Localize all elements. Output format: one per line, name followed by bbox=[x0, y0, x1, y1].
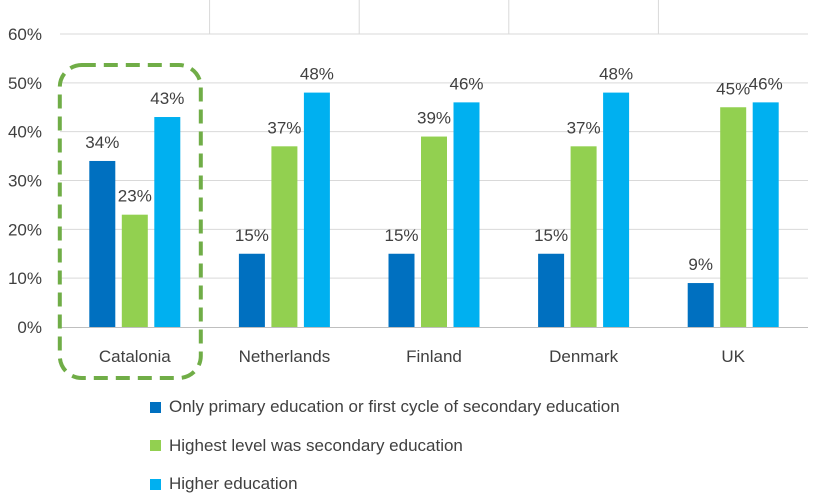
data-label: 37% bbox=[567, 118, 601, 137]
bar bbox=[687, 283, 714, 327]
data-label: 43% bbox=[150, 89, 184, 108]
legend-swatch-secondary bbox=[150, 440, 161, 452]
data-label: 48% bbox=[300, 65, 334, 84]
x-category-label: Netherlands bbox=[239, 347, 331, 366]
legend-label-higher: Higher education bbox=[169, 474, 298, 494]
data-label: 46% bbox=[749, 74, 783, 93]
bar bbox=[570, 146, 597, 327]
y-tick-label: 20% bbox=[8, 220, 42, 239]
data-label: 15% bbox=[235, 226, 269, 245]
x-category-label: Catalonia bbox=[99, 347, 171, 366]
data-label: 45% bbox=[716, 79, 750, 98]
chart-legend: Only primary education or first cycle of… bbox=[150, 388, 620, 504]
bar bbox=[271, 146, 298, 327]
y-tick-label: 30% bbox=[8, 172, 42, 191]
bar bbox=[453, 102, 480, 327]
legend-label-secondary: Highest level was secondary education bbox=[169, 435, 463, 455]
bar bbox=[303, 92, 330, 327]
bar bbox=[603, 92, 630, 327]
legend-label-primary: Only primary education or first cycle of… bbox=[169, 397, 620, 417]
x-category-label: Denmark bbox=[549, 347, 618, 366]
y-tick-label: 50% bbox=[8, 74, 42, 93]
legend-item-secondary: Highest level was secondary education bbox=[150, 427, 620, 466]
data-label: 37% bbox=[267, 118, 301, 137]
data-label: 39% bbox=[417, 109, 451, 128]
legend-swatch-higher bbox=[150, 478, 161, 490]
y-tick-label: 60% bbox=[8, 25, 42, 44]
data-label: 34% bbox=[85, 133, 119, 152]
bar bbox=[89, 160, 116, 327]
data-label: 48% bbox=[599, 65, 633, 84]
y-tick-label: 40% bbox=[8, 123, 42, 142]
data-label: 46% bbox=[449, 74, 483, 93]
y-tick-label: 10% bbox=[8, 269, 42, 288]
data-label: 23% bbox=[118, 187, 152, 206]
data-label: 9% bbox=[688, 255, 713, 274]
legend-item-higher: Higher education bbox=[150, 465, 620, 504]
legend-item-primary: Only primary education or first cycle of… bbox=[150, 388, 620, 427]
bar bbox=[238, 253, 265, 327]
bar bbox=[421, 136, 447, 327]
y-tick-label: 0% bbox=[17, 318, 42, 337]
bar bbox=[538, 253, 565, 327]
legend-swatch-primary bbox=[150, 401, 161, 413]
bar bbox=[121, 214, 148, 327]
data-label: 15% bbox=[534, 226, 568, 245]
x-category-label: UK bbox=[721, 347, 745, 366]
data-label: 15% bbox=[384, 226, 418, 245]
bar bbox=[720, 107, 747, 327]
x-category-label: Finland bbox=[406, 347, 462, 366]
bar bbox=[154, 117, 181, 328]
highlight-box bbox=[57, 63, 203, 380]
bar bbox=[388, 253, 415, 327]
bar bbox=[752, 102, 779, 327]
